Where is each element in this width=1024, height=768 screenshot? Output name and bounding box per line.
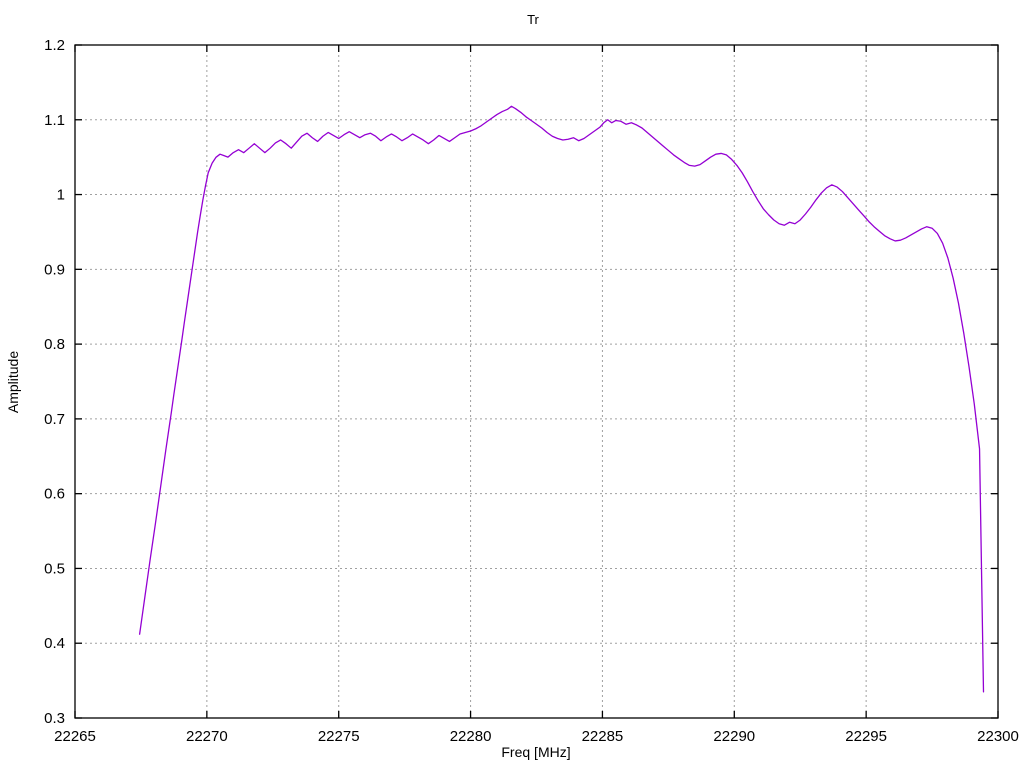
y-tick-label: 1.1 — [44, 112, 65, 129]
y-tick-label: 0.4 — [44, 635, 65, 652]
plot-border — [74, 44, 999, 719]
x-axis-label: Freq [MHz] — [501, 744, 570, 760]
data-series-layer — [138, 105, 985, 693]
y-tick-label: 1.2 — [44, 37, 65, 54]
x-tick-label: 22270 — [186, 728, 228, 745]
chart-title: Tr — [527, 12, 539, 27]
series-line — [138, 105, 985, 693]
y-tick-label: 0.5 — [44, 560, 65, 577]
x-tick-label: 22290 — [713, 728, 755, 745]
x-axis-ticks: 22265 22270 22275 22280 22285 22290 22295 22300 — [54, 45, 1019, 745]
x-tick-label: 22280 — [450, 728, 492, 745]
y-axis-ticks: 0.3 0.4 0.5 0.6 0.7 0.8 0.9 1 1.1 1.2 — [44, 37, 998, 727]
y-tick-label: 0.7 — [44, 411, 65, 428]
y-tick-label: 0.6 — [44, 486, 65, 503]
y-tick-label: 0.9 — [44, 261, 65, 278]
x-tick-label: 22265 — [54, 728, 96, 745]
x-tick-label: 22275 — [318, 728, 360, 745]
grid-lines — [75, 45, 998, 718]
x-tick-label: 22300 — [977, 728, 1019, 745]
x-tick-label: 22285 — [582, 728, 624, 745]
y-tick-label: 1 — [57, 187, 65, 204]
x-tick-label: 22295 — [845, 728, 887, 745]
y-tick-label: 0.8 — [44, 336, 65, 353]
y-axis-label: Amplitude — [5, 351, 21, 413]
y-tick-label: 0.3 — [44, 710, 65, 727]
